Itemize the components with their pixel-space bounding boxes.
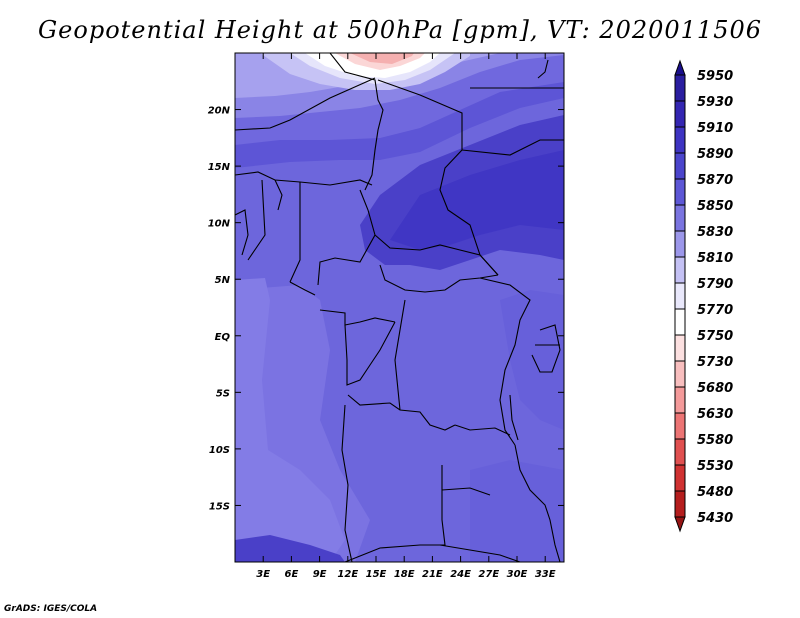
colorbar-swatch bbox=[674, 178, 686, 206]
colorbar-level-label: 5630 bbox=[697, 407, 733, 422]
colorbar: 5950 5930 5910 5890 5870 5850 5830 5810 5790 5770… bbox=[674, 59, 733, 533]
colorbar-swatch bbox=[674, 282, 686, 310]
colorbar-swatch bbox=[674, 412, 686, 440]
colorbar-level-label: 5830 bbox=[697, 225, 733, 240]
colorbar-level-label: 5890 bbox=[697, 147, 733, 162]
colorbar-swatch bbox=[674, 74, 686, 102]
colorbar-level-label: 5950 bbox=[697, 69, 733, 84]
colorbar-level-label: 5770 bbox=[697, 303, 733, 318]
footer-credit: GrADS: IGES/COLA bbox=[4, 604, 98, 614]
colorbar-swatch bbox=[674, 126, 686, 154]
colorbar-max-triangle bbox=[674, 59, 686, 76]
y-tick-label: EQ bbox=[215, 332, 231, 343]
y-tick-label: 15S bbox=[209, 501, 230, 512]
x-tick-label: 9E bbox=[313, 569, 327, 580]
x-tick-label: 3E bbox=[256, 569, 270, 580]
x-axis-ticks: 3E 6E 9E 12E 15E 18E 21E 24E 27E 30E 33E bbox=[256, 53, 556, 580]
colorbar-swatch bbox=[674, 438, 686, 466]
colorbar-swatch bbox=[674, 490, 686, 518]
colorbar-level-label: 5850 bbox=[697, 199, 733, 214]
colorbar-level-label: 5730 bbox=[697, 355, 733, 370]
colorbar-level-label: 5870 bbox=[697, 173, 733, 188]
x-tick-label: 27E bbox=[478, 569, 499, 580]
colorbar-min-triangle bbox=[674, 516, 686, 533]
x-tick-label: 15E bbox=[366, 569, 387, 580]
colorbar-swatch bbox=[674, 464, 686, 492]
colorbar-swatch bbox=[674, 152, 686, 180]
x-tick-label: 30E bbox=[507, 569, 528, 580]
y-tick-label: 15N bbox=[208, 162, 231, 173]
colorbar-swatch bbox=[674, 204, 686, 232]
colorbar-level-label: 5480 bbox=[697, 485, 733, 500]
colorbar-swatch bbox=[674, 100, 686, 128]
height-field bbox=[235, 53, 564, 562]
colorbar-swatch bbox=[674, 360, 686, 388]
y-tick-label: 5N bbox=[215, 275, 231, 286]
colorbar-level-label: 5430 bbox=[697, 511, 733, 526]
country-borders bbox=[235, 53, 564, 562]
y-axis-ticks: 20N 15N 10N 5N EQ 5S 10S 15S bbox=[208, 106, 564, 512]
colorbar-level-label: 5680 bbox=[697, 381, 733, 396]
colorbar-level-label: 5750 bbox=[697, 329, 733, 344]
x-tick-label: 6E bbox=[285, 569, 299, 580]
colorbar-level-label: 5580 bbox=[697, 433, 733, 448]
y-tick-label: 5S bbox=[216, 388, 230, 399]
colorbar-swatch bbox=[674, 308, 686, 336]
colorbar-level-label: 5910 bbox=[697, 121, 733, 136]
x-tick-label: 24E bbox=[450, 569, 471, 580]
colorbar-level-label: 5790 bbox=[697, 277, 733, 292]
colorbar-swatch bbox=[674, 256, 686, 284]
colorbar-level-label: 5530 bbox=[697, 459, 733, 474]
colorbar-swatch bbox=[674, 386, 686, 414]
y-tick-label: 10N bbox=[208, 219, 231, 230]
map-title: Geopotential Height at 500hPa [gpm], VT:… bbox=[38, 16, 762, 44]
x-tick-label: 33E bbox=[535, 569, 556, 580]
x-tick-label: 21E bbox=[422, 569, 443, 580]
colorbar-level-label: 5930 bbox=[697, 95, 733, 110]
colorbar-swatch bbox=[674, 334, 686, 362]
y-tick-label: 10S bbox=[209, 445, 230, 456]
map-frame bbox=[234, 52, 565, 563]
x-tick-label: 18E bbox=[394, 569, 415, 580]
colorbar-level-label: 5810 bbox=[697, 251, 733, 266]
y-tick-label: 20N bbox=[208, 106, 231, 117]
colorbar-swatch bbox=[674, 230, 686, 258]
x-tick-label: 12E bbox=[337, 569, 358, 580]
